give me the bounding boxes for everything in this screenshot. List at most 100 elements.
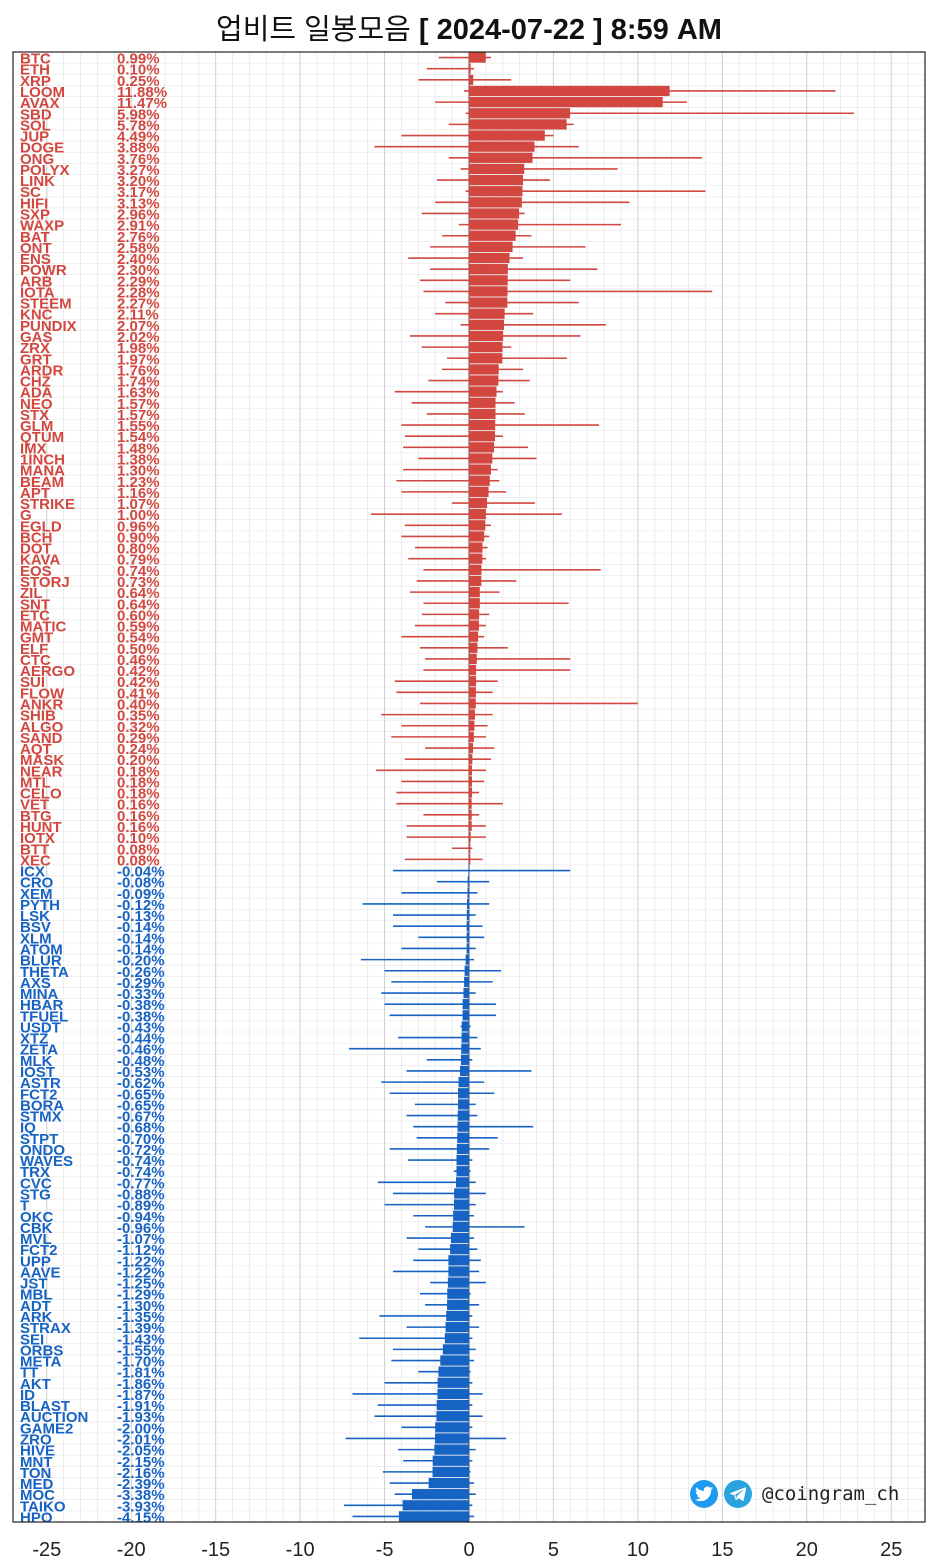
x-tick-label: 10: [627, 1539, 649, 1561]
coin-name-label: GMT: [20, 630, 53, 647]
coin-change-label: 3.76%: [117, 151, 160, 168]
bar: [453, 1199, 469, 1210]
coin-name-label: STX: [20, 407, 49, 424]
coin-name-label: GRT: [20, 351, 52, 368]
bar: [428, 1477, 469, 1489]
coin-change-label: 0.16%: [117, 819, 160, 836]
bar: [460, 1054, 469, 1065]
coin-change-label: -0.08%: [117, 875, 165, 892]
coin-name-label: STRIKE: [20, 496, 75, 513]
bar: [469, 375, 499, 386]
bar: [456, 1166, 469, 1177]
coin-name-label: KAVA: [20, 552, 60, 569]
coin-change-label: -3.93%: [117, 1498, 165, 1515]
bar: [469, 319, 504, 330]
coin-change-label: -1.87%: [117, 1387, 165, 1404]
coin-name-label: 1INCH: [20, 451, 65, 468]
coin-change-label: -1.70%: [117, 1354, 165, 1371]
bar: [465, 954, 469, 965]
coin-name-label: SXP: [20, 206, 50, 223]
bar: [436, 1399, 469, 1411]
coin-change-label: 0.40%: [117, 696, 160, 713]
coin-name-label: DOGE: [20, 140, 64, 157]
coin-change-label: -0.68%: [117, 1120, 165, 1137]
coin-change-label: -0.14%: [117, 919, 165, 936]
coin-name-label: IQ: [20, 1120, 36, 1137]
coin-name-label: WAXP: [20, 218, 64, 235]
bar: [469, 676, 477, 687]
coin-change-label: 0.20%: [117, 752, 160, 769]
coin-name-label: MBL: [20, 1287, 53, 1304]
bar: [450, 1232, 469, 1244]
coin-change-label: 0.24%: [117, 741, 160, 758]
coin-name-label: BTG: [20, 808, 52, 825]
bar: [462, 999, 469, 1010]
coin-change-label: 3.20%: [117, 173, 160, 190]
bar: [469, 553, 483, 564]
coin-change-label: 2.28%: [117, 284, 160, 301]
coin-change-label: 1.00%: [117, 507, 160, 524]
bar: [469, 419, 496, 431]
bar: [469, 787, 473, 798]
coin-name-label: DOT: [20, 541, 52, 558]
bar: [466, 932, 469, 943]
coin-change-label: -0.14%: [117, 941, 165, 958]
coin-name-label: NEAR: [20, 763, 63, 780]
bar: [461, 1032, 469, 1043]
coin-name-label: SBD: [20, 106, 52, 123]
coin-name-label: ZRX: [20, 340, 50, 357]
bar: [466, 898, 469, 910]
coin-change-label: 0.50%: [117, 641, 160, 658]
coin-name-label: MOC: [20, 1487, 55, 1504]
coin-name-label: BLAST: [20, 1398, 70, 1415]
bar: [469, 642, 478, 653]
coin-change-label: 0.16%: [117, 797, 160, 814]
bar: [440, 1355, 469, 1366]
coin-change-label: -0.04%: [117, 864, 165, 881]
coin-name-label: T: [20, 1198, 29, 1215]
bar: [469, 197, 522, 208]
coin-name-label: BLUR: [20, 953, 62, 970]
coin-name-label: IOTX: [20, 830, 55, 847]
coin-change-label: 0.25%: [117, 73, 160, 90]
bar: [446, 1310, 469, 1322]
coin-name-label: STORJ: [20, 574, 70, 591]
coin-change-label: 0.08%: [117, 852, 160, 869]
coin-name-label: STG: [20, 1186, 51, 1203]
coin-name-label: BTC: [20, 51, 51, 68]
coin-name-label: CELO: [20, 786, 62, 803]
coin-name-label: STRAX: [20, 1320, 71, 1337]
bar: [457, 1121, 469, 1132]
bar: [402, 1500, 469, 1511]
coin-name-label: ONT: [20, 240, 52, 257]
bar: [469, 52, 486, 63]
bar: [456, 1154, 469, 1166]
bar: [437, 1377, 469, 1388]
coin-name-label: BTT: [20, 841, 49, 858]
bar: [457, 1132, 469, 1143]
coin-change-label: 1.63%: [117, 385, 160, 402]
coin-change-label: -1.43%: [117, 1331, 165, 1348]
bar: [437, 1388, 469, 1400]
bar: [469, 631, 479, 642]
coin-name-label: XEM: [20, 886, 53, 903]
coin-change-label: -0.46%: [117, 1042, 165, 1059]
coin-name-label: LSK: [20, 908, 50, 925]
coin-change-label: 0.46%: [117, 652, 160, 669]
coin-change-label: 0.18%: [117, 786, 160, 803]
coin-name-label: LINK: [20, 173, 55, 190]
coin-change-label: 1.38%: [117, 451, 160, 468]
coin-name-label: TON: [20, 1465, 51, 1482]
bar: [469, 353, 503, 364]
coin-change-label: 0.80%: [117, 541, 160, 558]
bar: [469, 330, 504, 342]
coin-name-label: SOL: [20, 117, 51, 134]
coin-name-label: MNT: [20, 1454, 53, 1471]
coin-change-label: -1.91%: [117, 1398, 165, 1415]
coin-name-label: CBK: [20, 1220, 53, 1237]
coin-change-label: 2.40%: [117, 251, 160, 268]
bar: [466, 909, 469, 921]
bar: [447, 1277, 469, 1288]
bar: [469, 152, 533, 163]
bar: [469, 475, 490, 486]
